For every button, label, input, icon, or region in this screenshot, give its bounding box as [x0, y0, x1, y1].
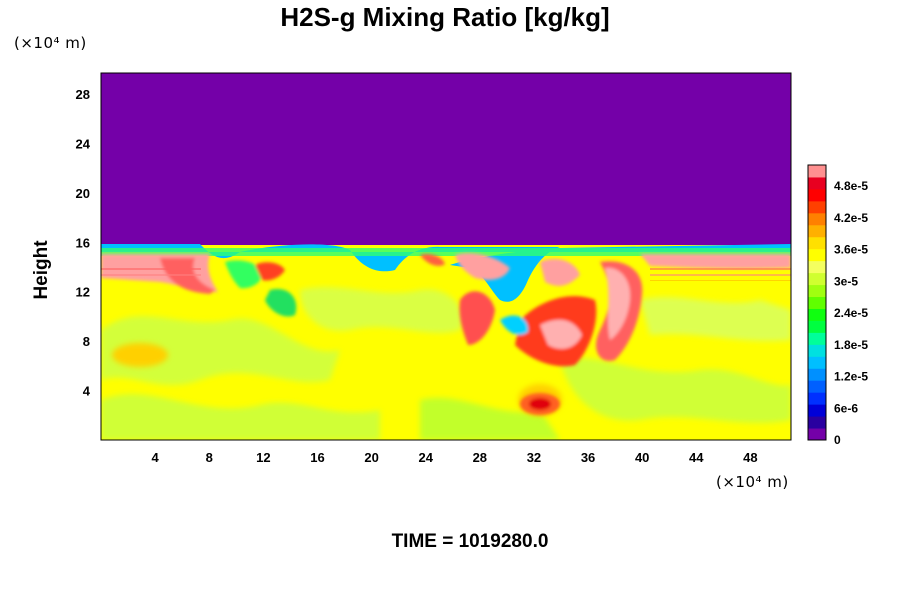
x-tick-labels: 4 8 12 16 20 24 28 32 36 40 44 48 — [152, 450, 758, 465]
colorbar-segment — [808, 272, 826, 286]
colorbar-segment — [808, 260, 826, 274]
colorbar-segment — [808, 165, 826, 178]
colorbar-segment — [808, 320, 826, 333]
colorbar-segment — [808, 188, 826, 202]
colorbar-segment — [808, 344, 826, 357]
x-tick-label: 8 — [206, 450, 213, 465]
colorbar-tick-label: 4.2e-5 — [834, 211, 868, 225]
colorbar-segment — [808, 380, 826, 393]
colorbar-segment — [808, 176, 826, 190]
y-tick-label: 20 — [76, 186, 90, 201]
y-tick-label: 8 — [83, 334, 90, 349]
x-tick-label: 20 — [364, 450, 378, 465]
colorbar-tick-label: 1.8e-5 — [834, 338, 868, 352]
time-label: TIME = 1019280.0 — [391, 531, 549, 552]
colorbar-tick-labels: 0 6e-6 1.2e-5 1.8e-5 2.4e-5 3e-5 3.6e-5 4.2e-5 4… — [834, 179, 868, 447]
top-layer — [101, 73, 791, 245]
colorbar-segment — [808, 296, 826, 309]
x-tick-label: 32 — [527, 450, 541, 465]
plot-frame — [100, 72, 792, 441]
pink-left — [101, 254, 297, 317]
colorbar-segment — [808, 248, 826, 262]
colorbar-segment — [808, 356, 826, 369]
colorbar-segment — [808, 200, 826, 214]
red-blob — [520, 393, 560, 415]
chart-title: H2S-g Mixing Ratio [kg/kg] — [280, 2, 610, 32]
colorbar-tick-label: 3.6e-5 — [834, 243, 868, 257]
colorbar-tick-label: 0 — [834, 433, 841, 447]
colorbar-segment — [808, 284, 826, 298]
x-tick-label: 40 — [635, 450, 649, 465]
pink-right — [420, 253, 791, 367]
colorbar-segment — [808, 368, 826, 381]
x-tick-label: 44 — [689, 450, 704, 465]
swirl-patches — [101, 287, 791, 440]
colorbar-segment — [808, 308, 826, 321]
colorbar-segment — [808, 212, 826, 226]
colorbar-tick-label: 6e-6 — [834, 401, 858, 415]
colorbar-tick-label: 1.2e-5 — [834, 370, 868, 384]
colorbar-segment — [808, 332, 826, 345]
y-tick-label: 16 — [76, 235, 90, 250]
plot-area — [101, 73, 791, 440]
colorbar-tick-label: 3e-5 — [834, 274, 858, 288]
x-tick-label: 24 — [418, 450, 433, 465]
y-tick-label: 4 — [83, 384, 91, 399]
colorbar-segment — [808, 392, 826, 405]
y-axis-unit: (×10⁴ m) — [14, 34, 87, 52]
x-tick-label: 4 — [152, 450, 160, 465]
colorbar-segment — [808, 236, 826, 250]
y-tick-label: 28 — [76, 87, 90, 102]
colorbar-segment — [808, 428, 826, 441]
x-tick-label: 48 — [743, 450, 757, 465]
colorbar-segment — [808, 416, 826, 429]
colorbar-tick-label: 4.8e-5 — [834, 179, 868, 193]
colorbar-segment — [808, 404, 826, 417]
colorbar-tick-label: 2.4e-5 — [834, 306, 868, 320]
interface-stripes — [101, 268, 791, 281]
x-tick-label: 16 — [310, 450, 324, 465]
y-tick-label: 12 — [76, 285, 90, 300]
y-tick-labels: 4 8 12 16 20 24 28 — [76, 87, 91, 399]
interface-band — [101, 244, 791, 302]
x-tick-label: 12 — [256, 450, 270, 465]
x-axis-unit: (×10⁴ m) — [716, 473, 789, 491]
colorbar-segment — [808, 224, 826, 238]
x-tick-label: 28 — [473, 450, 487, 465]
colorbar — [807, 164, 827, 441]
y-tick-label: 24 — [76, 136, 91, 151]
colorbar-frame — [807, 164, 827, 441]
x-tick-label: 36 — [581, 450, 595, 465]
